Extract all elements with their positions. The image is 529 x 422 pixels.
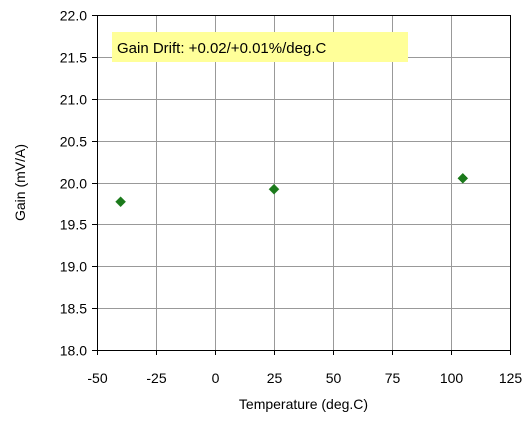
x-tick-label: 100: [440, 370, 464, 386]
annotation-box: [112, 32, 408, 62]
x-tick-labels: -50 -25 0 25 50 75 100 125: [87, 350, 522, 386]
y-tick-label: 22.0: [60, 8, 87, 24]
data-point: [268, 183, 280, 195]
y-tick-label: 21.5: [60, 50, 87, 66]
y-tick-label: 20.0: [60, 176, 87, 192]
x-tick-label: 0: [212, 370, 220, 386]
y-tick-labels: 18.0 18.5 19.0 19.5 20.0 20.5 21.0 21.5 22.0: [60, 8, 97, 359]
x-tick-label: 125: [499, 370, 523, 386]
data-point: [115, 196, 126, 208]
y-tick-label: 20.5: [60, 134, 87, 150]
y-tick-label: 19.0: [60, 259, 87, 275]
plot-frame: [97, 15, 511, 351]
y-axis-label: Gain (mV/A): [12, 144, 28, 221]
x-axis-label: Temperature (deg.C): [239, 396, 368, 412]
data-point: [457, 172, 469, 184]
data-points: [115, 172, 469, 208]
y-tick-label: 21.0: [60, 92, 87, 108]
annotation: Gain Drift: +0.02/+0.01%/deg.C: [112, 32, 408, 62]
y-tick-label: 19.5: [60, 217, 87, 233]
x-tick-label: 25: [267, 370, 283, 386]
y-tick-label: 18.0: [60, 343, 87, 359]
grid: [97, 15, 510, 350]
x-tick-label: -25: [146, 370, 166, 386]
x-tick-label: -50: [87, 370, 107, 386]
x-tick-label: 50: [326, 370, 342, 386]
x-tick-label: 75: [385, 370, 401, 386]
y-tick-label: 18.5: [60, 301, 87, 317]
annotation-text: Gain Drift: +0.02/+0.01%/deg.C: [117, 40, 326, 57]
